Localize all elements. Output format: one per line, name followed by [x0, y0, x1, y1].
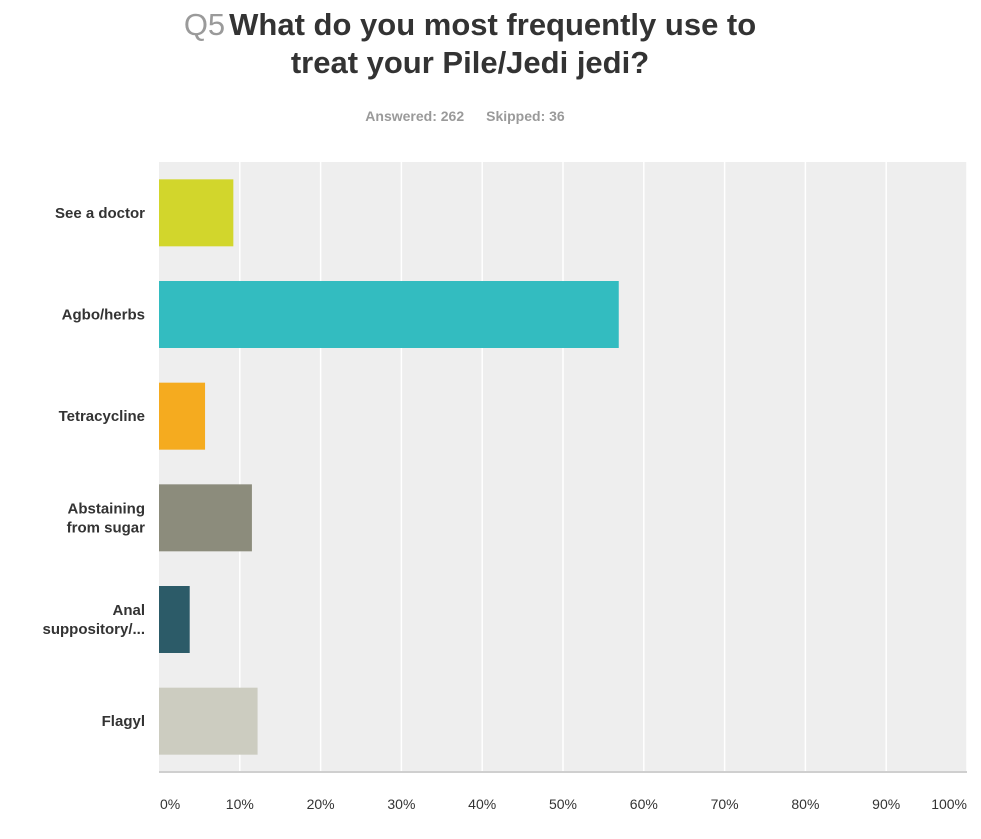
category-labels: See a doctor Agbo/herbs Tetracycline Abstai…	[42, 205, 145, 730]
category-label: See a doctor	[55, 205, 145, 222]
skipped-count: Skipped: 36	[486, 108, 565, 124]
bar	[159, 484, 252, 552]
category-label: Abstaining	[68, 500, 146, 517]
x-tick-label: 30%	[387, 796, 415, 812]
bar	[159, 382, 206, 450]
bars	[159, 179, 619, 755]
category-label: from sugar	[67, 519, 146, 536]
x-tick-label: 0%	[160, 796, 180, 812]
x-tick-label: 10%	[226, 796, 254, 812]
x-tick-label: 80%	[791, 796, 819, 812]
title-line-2: treat your Pile/Jedi jedi?	[290, 45, 650, 80]
bar	[159, 179, 234, 247]
x-tick-label: 70%	[711, 796, 739, 812]
gridlines	[239, 162, 968, 772]
x-tick-label: 100%	[931, 796, 967, 812]
answered-count: Answered: 262	[365, 108, 465, 124]
x-tick-label: 50%	[549, 796, 577, 812]
bar	[159, 687, 258, 755]
question-number: Q5	[183, 7, 226, 42]
x-tick-labels: 0% 10% 20% 30% 40% 50% 60% 70% 80% 90% 100%	[160, 796, 967, 812]
category-label: suppository/...	[42, 621, 145, 638]
x-tick-label: 40%	[468, 796, 496, 812]
category-label: Anal	[112, 602, 145, 619]
x-tick-label: 60%	[630, 796, 658, 812]
x-tick-label: 20%	[307, 796, 335, 812]
title-line-1: What do you most frequently use to	[229, 7, 757, 42]
chart-title: Q5 What do you most frequently use to tre…	[140, 6, 800, 82]
bar	[159, 281, 619, 348]
x-tick-label: 90%	[872, 796, 900, 812]
category-label: Tetracycline	[59, 408, 145, 425]
bar	[159, 586, 190, 653]
category-label: Agbo/herbs	[62, 307, 145, 324]
category-label: Flagyl	[102, 713, 145, 730]
response-stats: Answered: 262 Skipped: 36	[0, 108, 930, 124]
